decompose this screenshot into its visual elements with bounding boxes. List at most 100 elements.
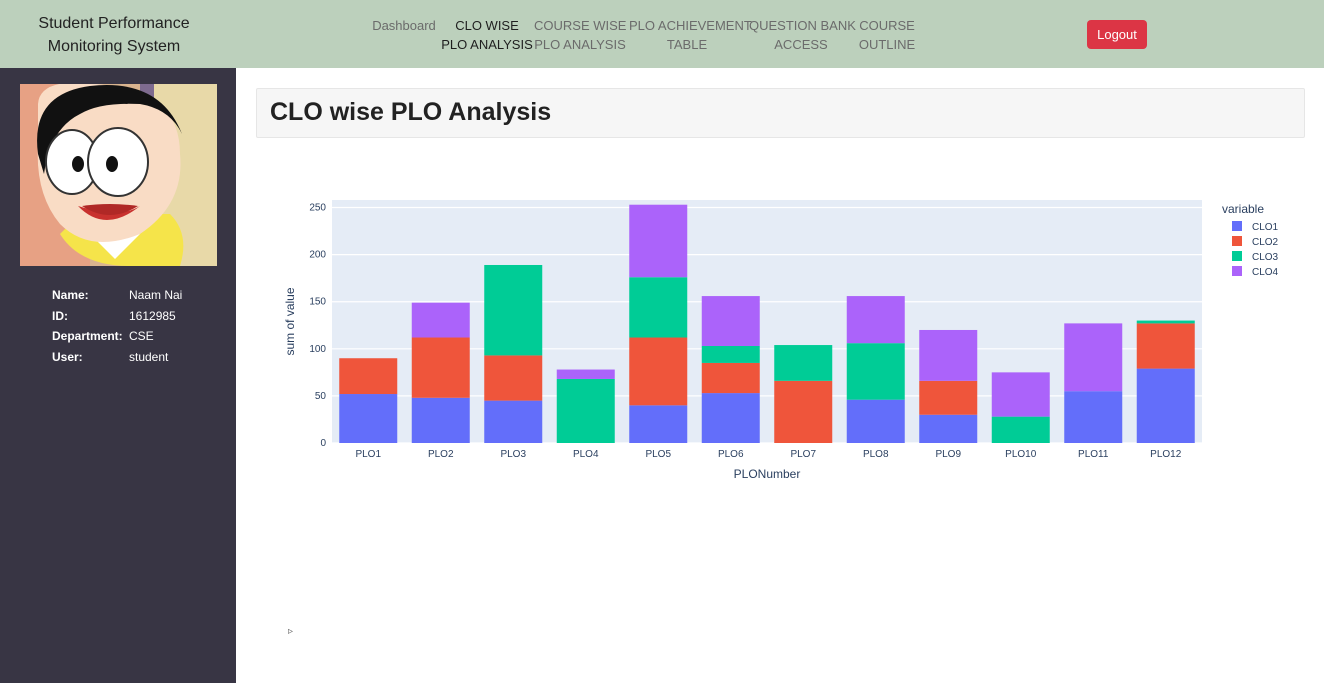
profile-name-label: Name:: [52, 288, 89, 302]
x-tick-label: PLO12: [1150, 449, 1182, 460]
x-tick-label: PLO11: [1078, 449, 1109, 460]
bar-segment-clo4-plo9: [919, 329, 978, 381]
y-tick-label: 200: [309, 250, 326, 261]
bar-segment-clo1-plo3: [484, 400, 543, 443]
profile-dept-label: Department:: [52, 329, 123, 343]
nav-clo-wise-plo-analysis[interactable]: CLO WISE PLO ANALYSIS: [440, 16, 534, 54]
x-tick-label: PLO3: [500, 449, 526, 460]
x-tick-label: PLO1: [355, 449, 381, 460]
bar-segment-clo1-plo2: [411, 397, 470, 443]
profile-info: Name: Naam Nai ID: 1612985 Department: C…: [52, 288, 222, 370]
sidebar: Name: Naam Nai ID: 1612985 Department: C…: [0, 68, 236, 683]
bar-segment-clo3-plo8: [846, 343, 905, 400]
bar-segment-clo2-plo6: [701, 362, 760, 394]
stacked-bar-chart[interactable]: 0 50 100 150 200 250 PLO1 PLO2 PLO3 PLO4 PLO5 PLO6 P…: [270, 190, 1310, 490]
nav-plo-achievement-table[interactable]: PLO ACHIEVEMENT TABLE: [629, 16, 752, 54]
bar-segment-clo2-plo1: [339, 358, 398, 395]
profile-dept-value: CSE: [129, 329, 154, 343]
page-header: CLO wise PLO Analysis: [256, 88, 1305, 138]
bar-segment-clo2-plo5: [629, 337, 688, 406]
profile-id-row: ID: 1612985: [52, 309, 222, 330]
nav-label: TABLE: [666, 37, 708, 52]
profile-user-label: User:: [52, 349, 83, 364]
nav-label: Dashboard: [372, 18, 436, 33]
bar-segment-clo3-plo5: [629, 277, 688, 338]
legend-title: variable: [1222, 202, 1264, 216]
bar-segment-clo1-plo8: [846, 399, 905, 443]
bar-segment-clo2-plo9: [919, 380, 978, 415]
nav-label: ACCESS: [774, 37, 828, 52]
legend-swatch-clo4: [1232, 266, 1242, 276]
x-tick-label: PLO5: [645, 449, 671, 460]
bar-segment-clo2-plo12: [1136, 323, 1195, 369]
bar-segment-clo4-plo2: [411, 302, 470, 338]
bar-segment-clo3-plo4: [556, 378, 615, 443]
bar-segment-clo4-plo4: [556, 369, 615, 379]
mouse-cursor-icon: ▹: [288, 626, 294, 637]
bar-segment-clo1-plo1: [339, 394, 398, 443]
bar-segment-clo2-plo7: [774, 380, 833, 443]
nav-question-bank-access[interactable]: QUESTION BANK ACCESS: [749, 16, 856, 54]
y-tick-label: 250: [309, 203, 326, 214]
app-brand[interactable]: Student Performance Monitoring System: [28, 12, 200, 58]
legend-swatch-clo2: [1232, 236, 1242, 246]
bar-segment-clo4-plo5: [629, 204, 688, 278]
x-tick-label: PLO2: [428, 449, 454, 460]
nav-course-wise-plo-analysis[interactable]: COURSE WISE PLO ANALYSIS: [534, 16, 626, 54]
bar-segment-clo3-plo10: [991, 416, 1050, 443]
legend-label-clo3: CLO3: [1252, 252, 1279, 263]
bar-segment-clo3-plo3: [484, 264, 543, 356]
nav-label: PLO ANALYSIS: [534, 37, 626, 52]
nav-label: PLO ACHIEVEMENT: [629, 18, 752, 33]
profile-name-value: Naam Nai: [129, 288, 183, 302]
profile-user-row: User: student: [52, 350, 222, 371]
y-tick-label: 100: [309, 344, 326, 355]
nav-course-outline[interactable]: COURSE OUTLINE: [854, 16, 920, 54]
y-tick-label: 0: [320, 438, 326, 449]
legend-label-clo4: CLO4: [1252, 267, 1279, 278]
nav-label: COURSE WISE: [534, 18, 627, 33]
x-tick-label: PLO10: [1005, 449, 1037, 460]
nav-label: QUESTION BANK: [749, 18, 856, 33]
x-tick-label: PLO4: [573, 449, 599, 460]
bar-segment-clo4-plo8: [846, 296, 905, 344]
nav-label: CLO WISE: [455, 18, 519, 33]
nav-label: OUTLINE: [858, 37, 916, 52]
profile-id-label: ID:: [52, 308, 68, 323]
x-axis-title: PLONumber: [734, 467, 801, 481]
bar-segment-clo3-plo12: [1136, 320, 1195, 324]
bar-segment-clo1-plo11: [1064, 391, 1123, 443]
nav-label: PLO ANALYSIS: [441, 37, 533, 52]
profile-id-value: 1612985: [129, 308, 176, 323]
profile-user-value: student: [129, 349, 169, 364]
legend-swatch-clo3: [1232, 251, 1242, 261]
brand-line-1: Student Performance: [38, 15, 190, 32]
bar-segment-clo3-plo7: [774, 345, 833, 381]
legend-swatch-clo1: [1232, 221, 1242, 231]
logout-button[interactable]: Logout: [1087, 20, 1147, 49]
top-navbar: Student Performance Monitoring System Da…: [0, 0, 1324, 68]
bar-segment-clo3-plo6: [701, 345, 760, 363]
bar-segment-clo4-plo6: [701, 296, 760, 346]
y-tick-label: 50: [315, 391, 327, 402]
page-title: CLO wise PLO Analysis: [270, 98, 552, 126]
legend-label-clo1: CLO1: [1252, 222, 1279, 233]
nav-menu: Dashboard CLO WISE PLO ANALYSIS COURSE W…: [0, 16, 1324, 56]
legend-label-clo2: CLO2: [1252, 237, 1279, 248]
y-tick-label: 150: [309, 297, 326, 308]
bar-segment-clo1-plo9: [919, 414, 978, 443]
nav-dashboard[interactable]: Dashboard: [364, 16, 444, 35]
x-tick-label: PLO9: [935, 449, 961, 460]
bar-segment-clo1-plo5: [629, 405, 688, 443]
x-tick-label: PLO6: [718, 449, 744, 460]
x-tick-label: PLO7: [790, 449, 816, 460]
bar-segment-clo2-plo2: [411, 337, 470, 398]
plot-area: [332, 200, 1202, 443]
profile-dept-row: Department: CSE: [52, 329, 222, 350]
bar-segment-clo2-plo3: [484, 355, 543, 401]
nav-label: COURSE: [859, 18, 915, 33]
y-axis-title: sum of value: [283, 287, 297, 355]
bar-segment-clo4-plo11: [1064, 323, 1123, 392]
bar-segment-clo4-plo10: [991, 372, 1050, 417]
x-tick-label: PLO8: [863, 449, 889, 460]
